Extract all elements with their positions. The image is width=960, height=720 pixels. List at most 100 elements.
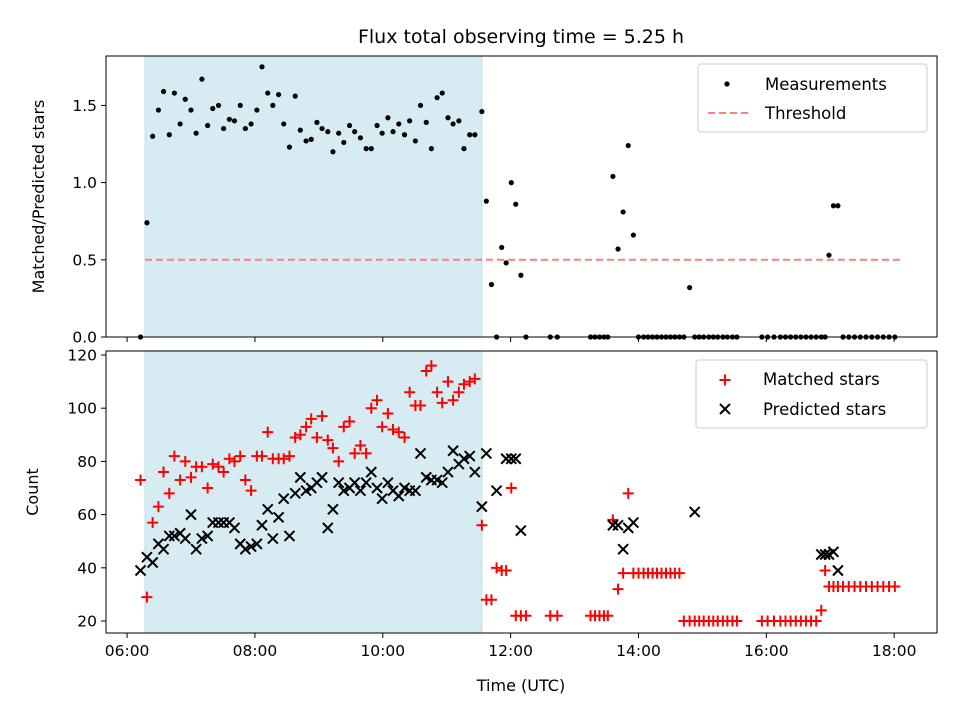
y-tick-label: 40 — [77, 559, 97, 577]
matched-star-point — [338, 421, 350, 433]
measurement-point — [390, 129, 396, 135]
measurement-point — [423, 119, 429, 125]
matched-star-point — [278, 453, 290, 465]
matched-star-point — [174, 474, 186, 486]
measurement-point — [265, 90, 271, 96]
x-tick-label: 18:00 — [872, 642, 917, 660]
measurement-point — [508, 180, 514, 186]
measurement-point — [401, 132, 408, 138]
predicted-star-point — [157, 543, 170, 555]
matched-star-point — [673, 567, 685, 579]
matched-star-point — [283, 450, 295, 462]
predicted-star-point — [168, 530, 181, 542]
legend-box — [695, 359, 928, 429]
y-tick-label: 1.5 — [72, 97, 97, 115]
measurement-point — [450, 121, 456, 127]
matched-star-point — [344, 416, 356, 427]
top-legend: Measurements Threshold — [697, 63, 928, 133]
predicted-star-point — [360, 476, 372, 489]
measurement-point — [412, 138, 418, 144]
top-axes-frame — [105, 55, 938, 338]
measurement-point — [330, 149, 336, 155]
measurement-point — [835, 203, 841, 209]
predicted-star-point — [262, 503, 274, 515]
y-tick-label: 20 — [77, 613, 97, 631]
matched-star-point — [147, 517, 159, 529]
matched-star-point — [404, 386, 416, 398]
y-tick-label: 60 — [77, 506, 97, 524]
measurements-panel: 0.0 0.5 1.0 1.5 Matched/Predicted stars Mea… — [29, 55, 938, 347]
measurement-point — [483, 198, 489, 204]
measurement-point — [445, 115, 451, 121]
matched-star-point — [152, 501, 164, 513]
matched-star-point — [520, 610, 532, 622]
predicted-star-point — [469, 466, 481, 478]
matched-star-point — [234, 450, 246, 462]
matched-star-point — [158, 466, 170, 478]
legend-matched-label: Matched stars — [763, 370, 880, 389]
y-tick-label: 1.0 — [72, 174, 97, 192]
counts-panel: 20 40 60 80 100 120 06:00 08:00 10:00 12:00 14:00… — [23, 346, 938, 660]
matched-star-point — [218, 466, 230, 478]
measurement-point — [461, 146, 467, 152]
measurement-point — [270, 102, 276, 109]
predicted-star-point — [239, 543, 252, 555]
measurement-point — [346, 122, 353, 129]
measurement-point — [434, 95, 440, 101]
matched-star-point — [213, 461, 225, 473]
measurement-point — [242, 125, 248, 132]
matched-star-point — [333, 455, 345, 467]
matched-star-point — [453, 386, 465, 398]
matched-star-point — [731, 615, 743, 627]
bottom-x-axis-ticks: 06:00 08:00 10:00 12:00 14:00 16:00 18:00 — [105, 633, 917, 660]
measurement-point — [182, 96, 188, 102]
x-tick-label: 14:00 — [616, 642, 661, 660]
predicted-star-point — [190, 543, 202, 555]
measurement-point — [630, 232, 636, 238]
measurement-point — [610, 173, 616, 180]
measurement-point — [188, 107, 194, 113]
matched-star-point — [551, 610, 563, 622]
matched-star-point — [168, 450, 180, 462]
measurement-point — [237, 102, 243, 109]
predicted-star-point — [447, 445, 459, 457]
matched-star-point — [163, 487, 175, 499]
measurement-point — [357, 135, 364, 141]
measurement-point — [417, 102, 424, 109]
predicted-star-point — [827, 546, 840, 558]
matched-star-point — [316, 410, 328, 422]
measurement-point — [177, 121, 183, 127]
measurement-point — [352, 129, 358, 135]
predicted-star-point — [354, 484, 367, 497]
matched-star-point — [607, 514, 619, 526]
predicted-star-point — [228, 522, 241, 534]
measurement-point — [513, 201, 519, 207]
predicted-star-point — [819, 548, 831, 561]
matched-star-point — [382, 408, 394, 420]
matched-star-point — [415, 400, 427, 412]
matched-stars-layer — [135, 360, 901, 627]
matched-star-point — [289, 431, 301, 443]
predicted-star-point — [409, 484, 422, 497]
predicted-stars-layer — [134, 445, 844, 577]
measurement-point — [325, 129, 331, 135]
measurement-point — [231, 118, 238, 124]
y-tick-label: 120 — [67, 346, 97, 364]
legend-measurement-marker — [724, 81, 730, 87]
measurement-point — [499, 244, 505, 251]
predicted-star-point — [267, 532, 279, 545]
matched-star-point — [360, 447, 372, 459]
predicted-star-point — [322, 522, 334, 534]
matched-star-point — [819, 564, 831, 576]
measurement-point — [830, 203, 837, 209]
measurement-point — [374, 122, 380, 129]
matched-star-point — [469, 373, 481, 385]
measurement-point — [407, 118, 413, 124]
matched-star-point — [223, 453, 235, 465]
predicted-star-point — [689, 506, 701, 518]
legend-box — [697, 63, 928, 133]
measurement-point — [428, 146, 434, 152]
predicted-star-point — [436, 476, 448, 489]
matched-star-point — [141, 591, 153, 603]
